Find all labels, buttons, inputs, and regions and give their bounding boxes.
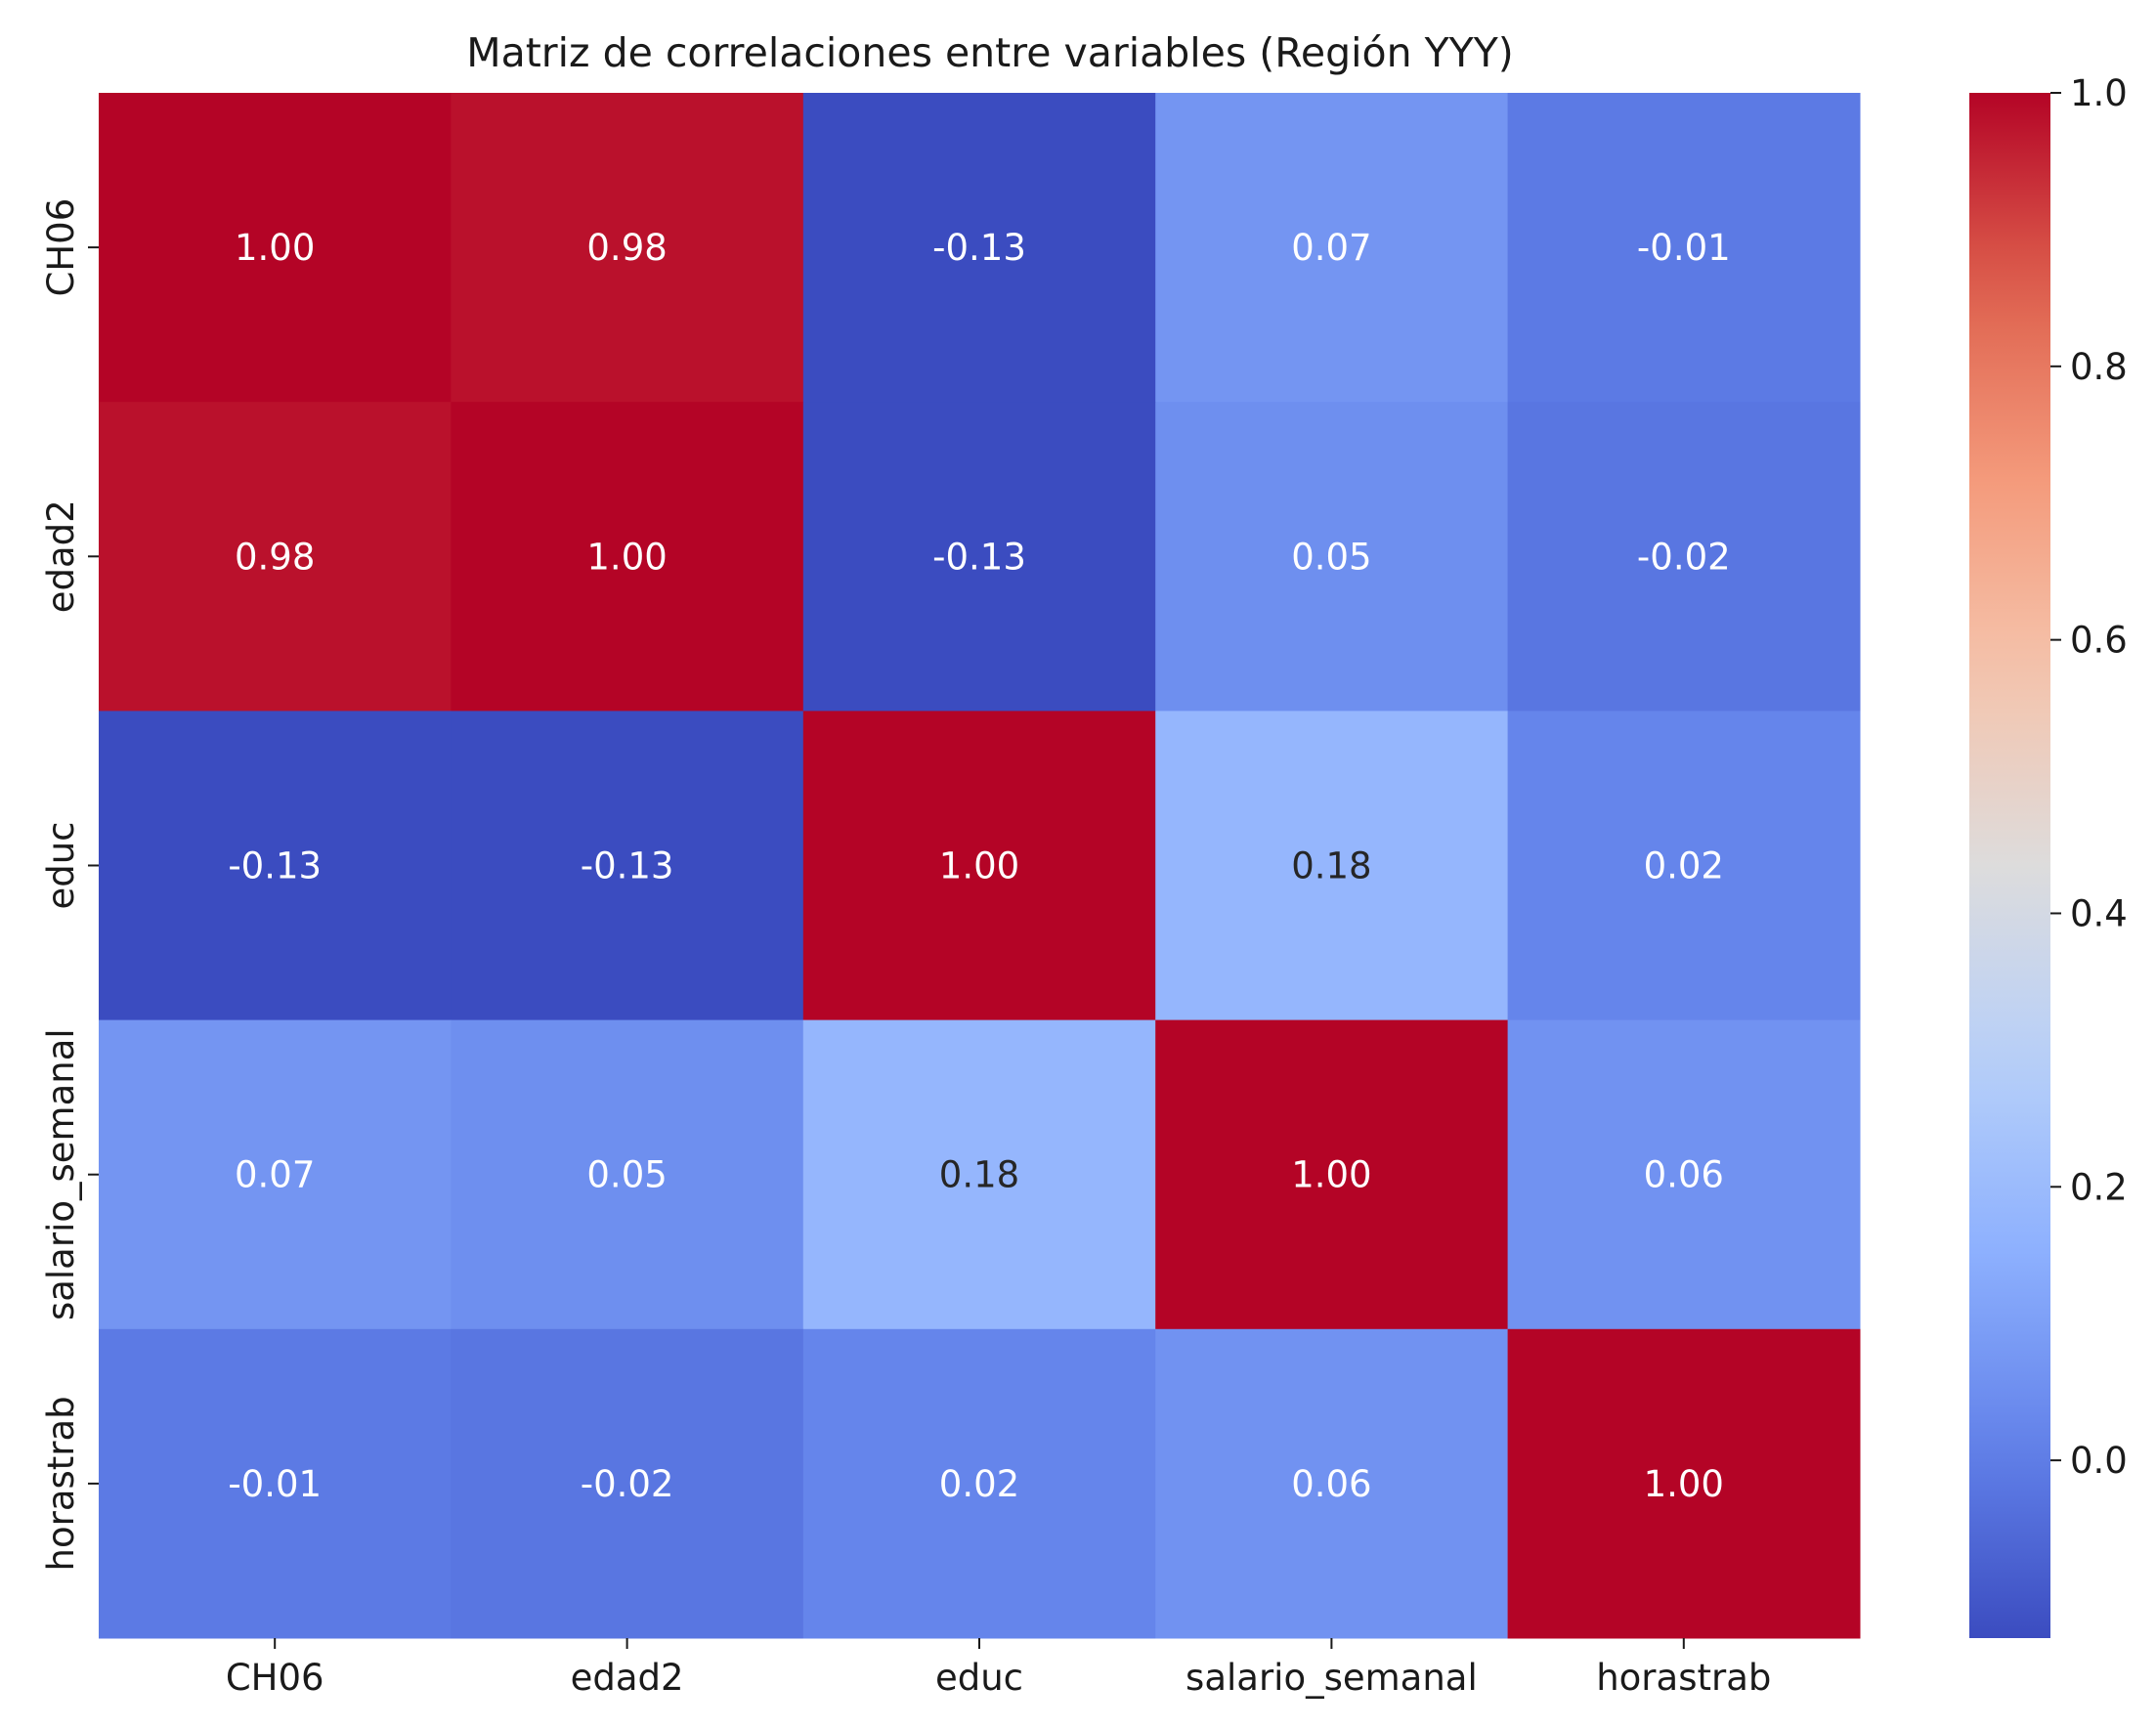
cell-annotation: -0.13 (932, 536, 1026, 578)
cell-annotation: 0.02 (939, 1463, 1019, 1505)
heatmap-cell (802, 1019, 1156, 1330)
cell-annotation: 0.02 (1644, 845, 1724, 887)
heatmap-cell (1507, 1019, 1861, 1330)
cell-annotation: -0.01 (228, 1463, 322, 1505)
cell-annotation: 0.98 (586, 227, 667, 269)
cell-annotation: 0.98 (235, 536, 315, 578)
cell-annotation: 0.18 (1291, 845, 1371, 887)
heatmap-annotations: 1.00 0.98 -0.13 0.07 -0.01 0.98 1.00 -0.13 0.05 -… (228, 227, 1730, 1505)
cell-annotation: 0.05 (586, 1154, 667, 1196)
colorbar-tick-label: 0.0 (2070, 1440, 2128, 1482)
cell-annotation: -0.02 (1637, 536, 1731, 578)
cell-annotation: -0.13 (932, 227, 1026, 269)
cell-annotation: 1.00 (586, 536, 667, 578)
heatmap-cell (1507, 93, 1861, 403)
y-axis: CH06 edad2 educ salario_semanal horastrab (40, 198, 99, 1571)
cell-annotation: -0.01 (1637, 227, 1731, 269)
cell-annotation: 0.18 (939, 1154, 1019, 1196)
cell-annotation: 0.06 (1644, 1154, 1724, 1196)
cell-annotation: 1.00 (1291, 1154, 1371, 1196)
x-axis: CH06 edad2 educ salario_semanal horastrab (226, 1638, 1771, 1699)
heatmap-cell (451, 1328, 804, 1639)
x-tick-label: edad2 (571, 1657, 684, 1699)
x-tick-label: educ (935, 1657, 1023, 1699)
heatmap-cell (1155, 711, 1509, 1021)
cell-annotation: 0.07 (235, 1154, 315, 1196)
y-tick-label: horastrab (40, 1396, 82, 1571)
heatmap-cell (802, 711, 1156, 1021)
heatmap-cell (1155, 1328, 1509, 1639)
cell-annotation: 1.00 (939, 845, 1019, 887)
heatmap-cell (1155, 402, 1509, 712)
colorbar: 0.0 0.2 0.4 0.6 0.8 1.0 (1969, 72, 2128, 1638)
colorbar-tick-label: 0.8 (2070, 346, 2128, 388)
heatmap-cell (99, 402, 452, 712)
heatmap-cell (802, 1328, 1156, 1639)
x-tick-label: CH06 (226, 1657, 324, 1699)
heatmap-cell (802, 402, 1156, 712)
heatmap-cell (99, 93, 452, 403)
colorbar-tick-label: 1.0 (2070, 72, 2128, 114)
heatmap-cell (451, 1019, 804, 1330)
heatmap-cell (1155, 93, 1509, 403)
cell-annotation: -0.13 (228, 845, 322, 887)
colorbar-tick-label: 0.4 (2070, 892, 2128, 934)
heatmap-cell (451, 711, 804, 1021)
heatmap-cell (99, 711, 452, 1021)
colorbar-gradient (1969, 93, 2050, 1638)
chart-title: Matriz de correlaciones entre variables … (466, 29, 1514, 76)
heatmap-cell (451, 93, 804, 403)
heatmap-cell (1507, 711, 1861, 1021)
y-tick-label: salario_semanal (40, 1028, 82, 1320)
y-tick-label: educ (40, 821, 82, 909)
y-tick-label: CH06 (40, 198, 82, 297)
cell-annotation: 0.05 (1291, 536, 1371, 578)
cell-annotation: -0.02 (581, 1463, 674, 1505)
heatmap-cell (1507, 1328, 1861, 1639)
heatmap-cell (1507, 402, 1861, 712)
x-tick-label: horastrab (1596, 1657, 1771, 1699)
heatmap-cell (99, 1019, 452, 1330)
cell-annotation: 0.06 (1291, 1463, 1371, 1505)
colorbar-tick-label: 0.6 (2070, 620, 2128, 662)
heatmap-cells (99, 93, 1861, 1639)
x-tick-label: salario_semanal (1186, 1657, 1478, 1699)
cell-annotation: 0.07 (1291, 227, 1371, 269)
heatmap-cell (451, 402, 804, 712)
heatmap-cell (99, 1328, 452, 1639)
cell-annotation: 1.00 (235, 227, 315, 269)
cell-annotation: 1.00 (1644, 1463, 1724, 1505)
heatmap-cell (1155, 1019, 1509, 1330)
cell-annotation: -0.13 (581, 845, 674, 887)
colorbar-tick-label: 0.2 (2070, 1166, 2128, 1208)
y-tick-label: edad2 (40, 499, 82, 613)
heatmap-cell (802, 93, 1156, 403)
